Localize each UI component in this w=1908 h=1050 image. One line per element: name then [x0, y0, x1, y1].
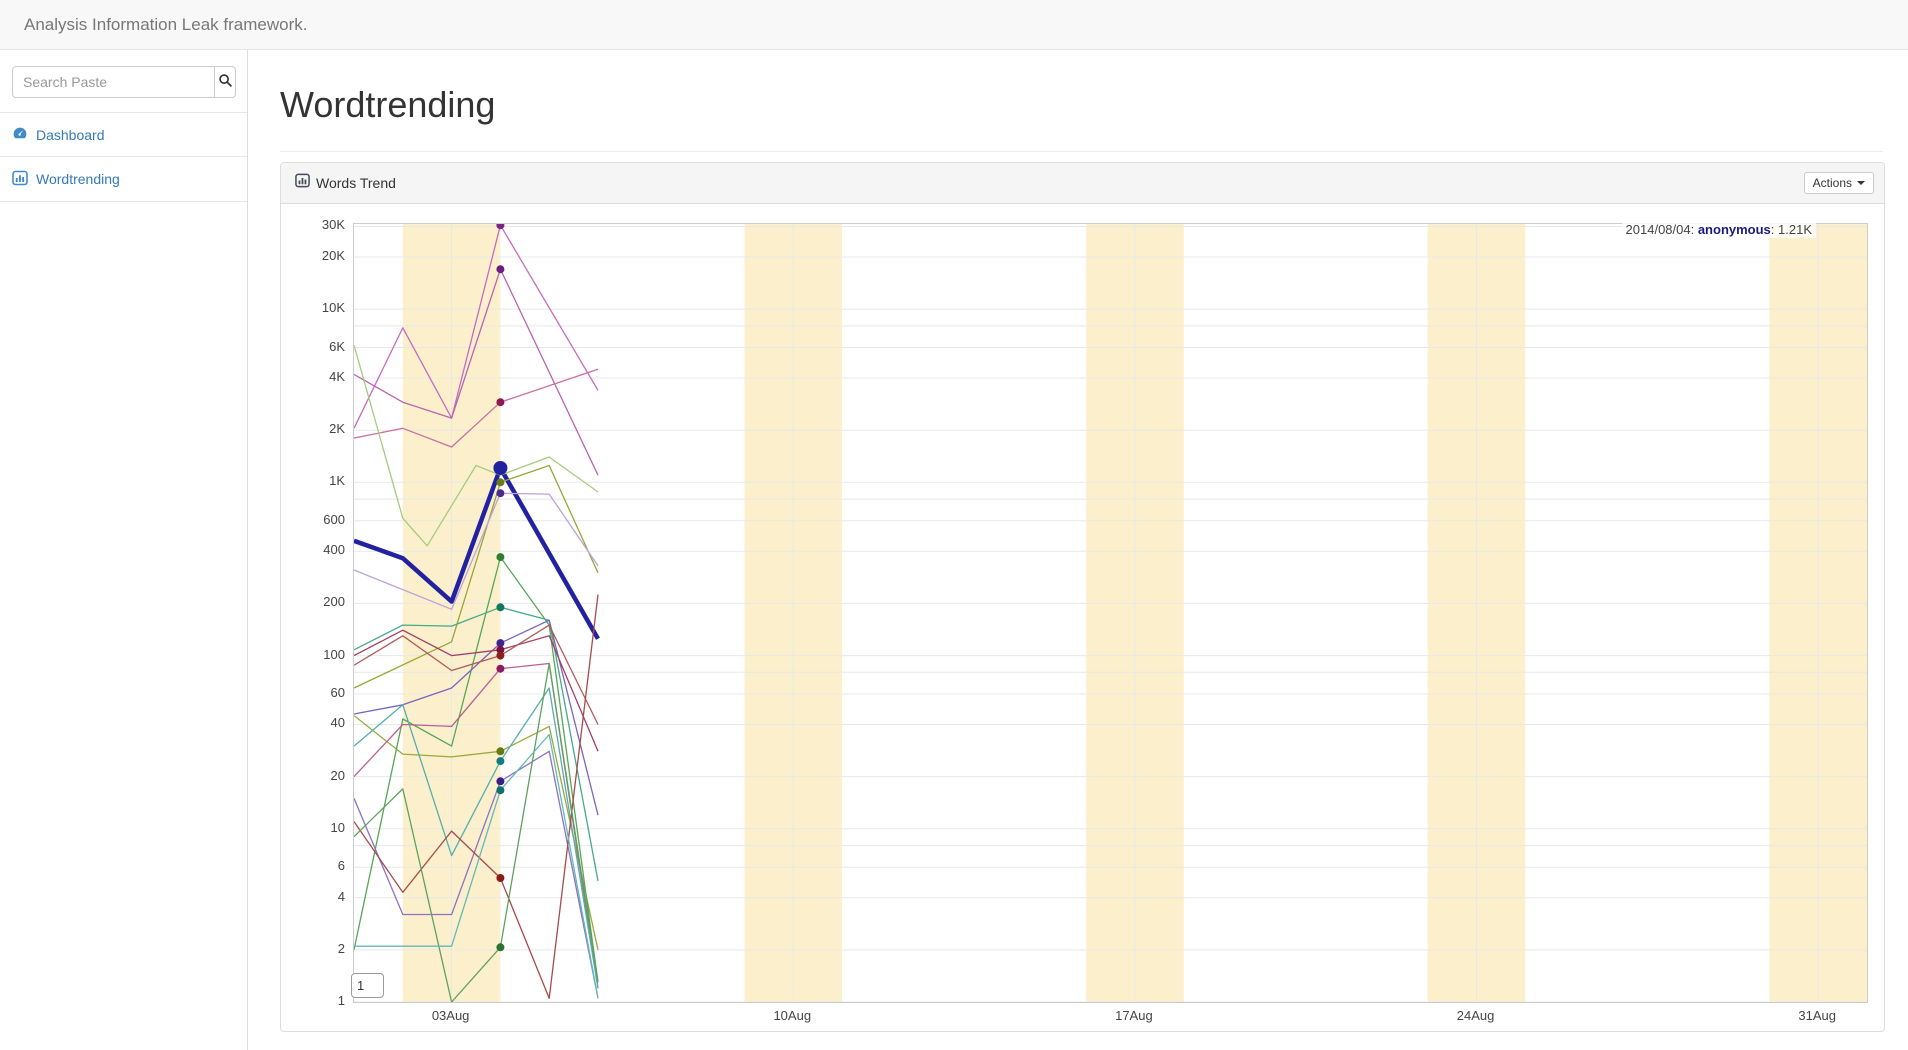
navbar-brand[interactable]: Analysis Information Leak framework.: [24, 15, 308, 34]
x-tick-label: 17Aug: [1115, 1008, 1153, 1023]
sidebar-item-label: Wordtrending: [36, 171, 120, 187]
x-tick-label: 03Aug: [431, 1008, 470, 1023]
x-tick-label: 10Aug: [773, 1008, 812, 1023]
caret-down-icon: [1857, 181, 1865, 185]
panel-heading: Words Trend Actions: [281, 163, 1884, 204]
search-block: [0, 50, 247, 113]
sidebar-item-wordtrending[interactable]: Wordtrending: [0, 157, 247, 202]
y-tick-label: 2K: [329, 421, 345, 437]
hover-value: : 1.21K: [1770, 222, 1812, 237]
y-tick-label: 1: [337, 993, 345, 1008]
y-tick-label: 4: [337, 888, 345, 904]
y-tick-label: 4K: [329, 369, 345, 385]
search-icon: [218, 73, 233, 91]
x-tick-label: 24Aug: [1456, 1008, 1495, 1023]
actions-button-label: Actions: [1812, 176, 1852, 190]
sidebar-item-dashboard[interactable]: Dashboard: [0, 113, 247, 157]
y-tick-label: 40: [330, 715, 345, 731]
actions-button[interactable]: Actions: [1803, 172, 1874, 194]
chart-canvas: [354, 224, 1867, 1002]
y-tick-label: 600: [323, 511, 345, 527]
y-tick-label: 30K: [321, 217, 345, 233]
y-tick-label: 200: [323, 594, 345, 610]
y-tick-label: 10K: [321, 300, 345, 316]
sidebar: Dashboard Wordtrending: [0, 50, 248, 1050]
words-trend-panel: Words Trend Actions 30K 20K 10K 6K 4K 2K 1K 600…: [280, 162, 1885, 1032]
y-tick-label: 6: [337, 858, 345, 874]
y-tick-label: 10: [330, 819, 345, 835]
y-tick-label: 20: [330, 767, 345, 783]
search-input[interactable]: [12, 66, 215, 98]
page-title: Wordtrending: [280, 84, 496, 125]
y-tick-label: 1K: [329, 473, 345, 489]
bar-chart-icon: [12, 170, 28, 189]
search-input-group: [12, 66, 236, 98]
chart-hover-label: 2014/08/04: anonymous: 1.21K: [1621, 221, 1816, 238]
y-tick-label: 2: [337, 940, 345, 956]
chart-plot-area[interactable]: [353, 223, 1868, 1003]
dashboard-icon: [12, 125, 28, 144]
hover-series-name: anonymous: [1697, 222, 1771, 237]
bar-chart-icon: [295, 163, 310, 203]
panel-title: Words Trend: [295, 163, 396, 203]
y-tick-label: 6K: [329, 338, 345, 354]
y-tick-label: 400: [323, 542, 345, 558]
y-tick-label: 100: [323, 646, 345, 662]
panel-title-text: Words Trend: [316, 175, 396, 191]
words-trend-chart: 30K 20K 10K 6K 4K 2K 1K 600 400 200 100 60 40 20 10 6 4 2…: [281, 204, 1884, 1031]
top-navbar: Analysis Information Leak framework.: [0, 0, 1908, 50]
hover-date: 2014/08/04:: [1625, 222, 1698, 237]
page-indicator[interactable]: 1: [351, 973, 384, 998]
sidebar-item-label: Dashboard: [36, 126, 105, 143]
y-tick-label: 60: [330, 684, 345, 700]
page-header-rule: [280, 151, 1883, 152]
x-tick-label: 31Aug: [1798, 1008, 1836, 1023]
y-tick-label: 20K: [321, 247, 345, 263]
search-button[interactable]: [215, 66, 236, 98]
